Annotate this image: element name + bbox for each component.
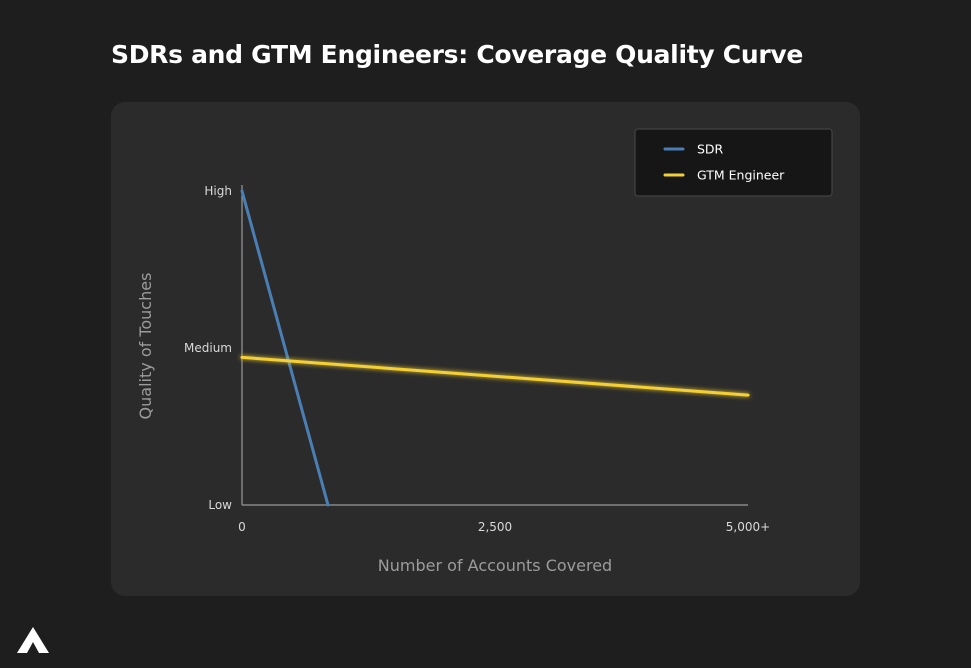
y-tick-label-low: Low [208, 498, 232, 512]
line-chart: 0 2,500 5,000+ Low Medium High Number of Acco… [136, 128, 833, 575]
series-line-sdr [240, 189, 330, 507]
series-line-gtm-engineer [240, 355, 750, 397]
legend-box [634, 128, 833, 197]
brand-logo-icon [17, 627, 49, 653]
y-tick-label-medium: Medium [184, 341, 232, 355]
legend-label-sdr: SDR [697, 142, 724, 157]
x-axis-title: Number of Accounts Covered [378, 556, 612, 575]
chart-card: 0 2,500 5,000+ Low Medium High Number of Acco… [111, 102, 860, 596]
x-tick-label-0: 0 [238, 520, 246, 534]
x-tick-label-5-000: 5,000+ [726, 520, 770, 534]
legend-label-gtm-engineer: GTM Engineer [697, 168, 785, 183]
x-tick-label-2-500: 2,500 [478, 520, 512, 534]
y-axis-title: Quality of Touches [136, 273, 155, 420]
page-title: SDRs and GTM Engineers: Coverage Quality… [111, 40, 803, 69]
y-tick-label-high: High [204, 184, 232, 198]
